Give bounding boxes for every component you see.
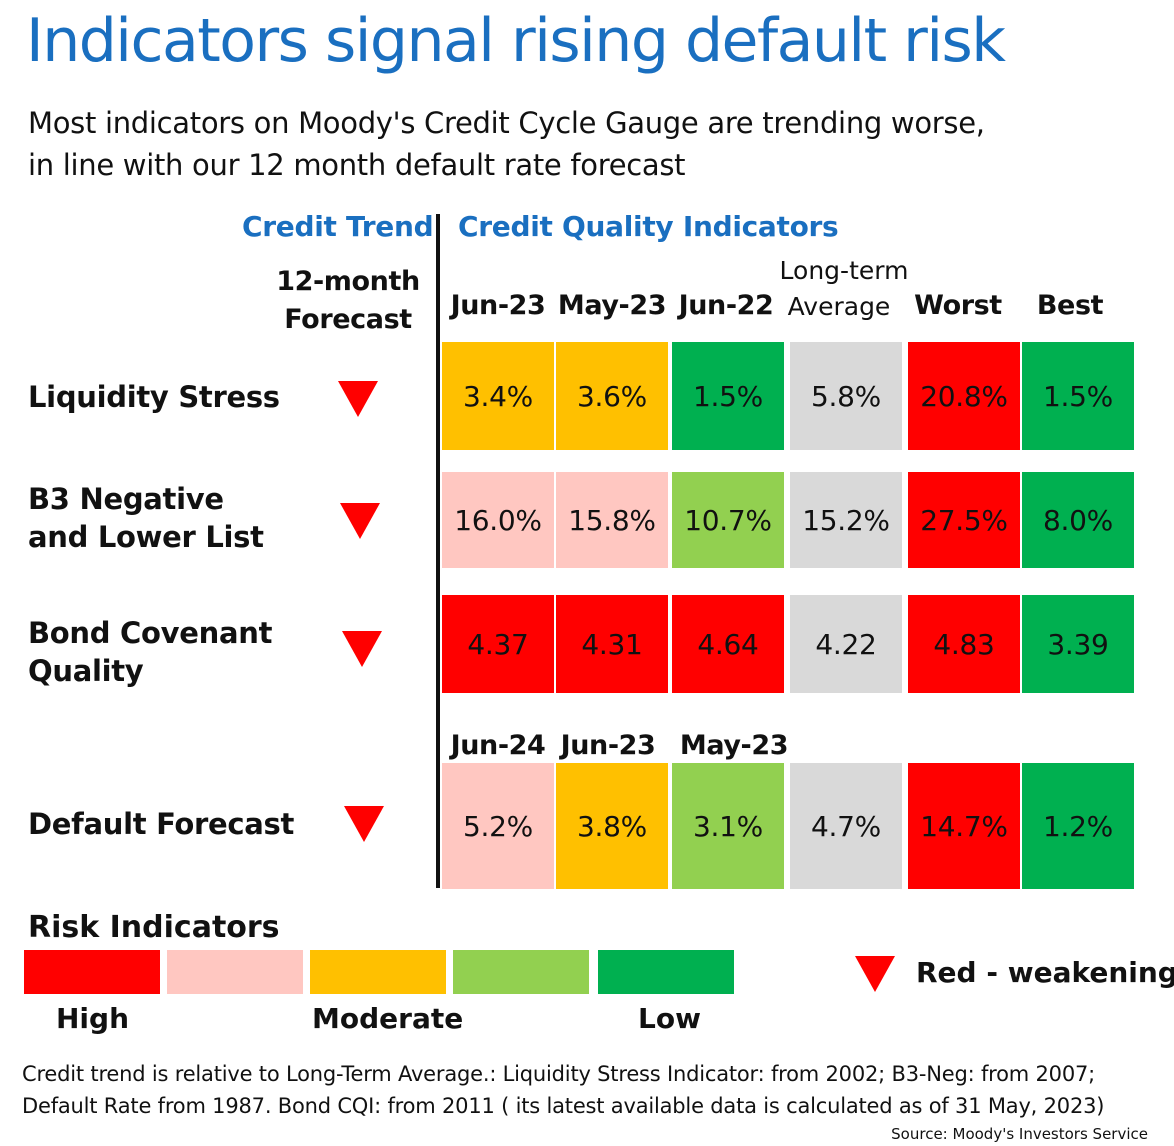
chart-title: Indicators signal rising default risk — [26, 6, 1006, 76]
col-header-1: Jun-23 — [450, 290, 546, 321]
trend-down-triangle-icon — [342, 631, 382, 667]
cell-row-3-long-term-average: 4.22 — [790, 595, 902, 693]
cell-row-2-may-23: 15.8% — [556, 472, 668, 568]
divider-line — [436, 214, 440, 888]
col-header-2: May-23 — [557, 290, 667, 321]
default-col-header-2: Jun-23 — [560, 730, 656, 761]
cell-value: 15.8% — [568, 503, 656, 537]
cell-row-4-jun-23: 5.2% — [442, 763, 554, 889]
legend-swatch-low-moderate — [453, 950, 589, 994]
cell-row-2-best: 8.0% — [1022, 472, 1134, 568]
cell-row-1-long-term-average: 5.8% — [790, 342, 902, 450]
trend-down-triangle-icon — [338, 381, 378, 417]
cell-row-2-worst: 27.5% — [908, 472, 1020, 568]
cell-row-4-jun-22: 3.1% — [672, 763, 784, 889]
cell-row-2-jun-22: 10.7% — [672, 472, 784, 568]
row-label-line: Liquidity Stress — [28, 380, 280, 414]
cell-value: 15.2% — [802, 503, 890, 537]
cell-row-4-long-term-average: 4.7% — [790, 763, 902, 889]
trend-down-triangle-icon — [344, 806, 384, 842]
row-label-bond-covenant: Bond Covenant Quality — [28, 614, 272, 690]
cell-row-2-jun-23: 16.0% — [442, 472, 554, 568]
cell-value: 1.5% — [693, 379, 763, 413]
cell-value: 4.7% — [811, 809, 881, 843]
row-label-line: Default Forecast — [28, 807, 295, 841]
cell-value: 4.22 — [815, 627, 877, 661]
forecast-heading-line-2: Forecast — [284, 304, 412, 335]
cell-row-3-jun-22: 4.64 — [672, 595, 784, 693]
subtitle-line-2: in line with our 12 month default rate f… — [28, 148, 686, 182]
credit-trend-heading: Credit Trend — [242, 210, 434, 243]
row-label-line: Bond Covenant — [28, 616, 273, 650]
legend-label-high: High — [56, 1002, 130, 1035]
footnote-line-1: Credit trend is relative to Long-Term Av… — [22, 1062, 1096, 1086]
cell-value: 4.83 — [933, 627, 995, 661]
cell-row-3-jun-23: 4.37 — [442, 595, 554, 693]
row-label-b3-negative: B3 Negative and Lower List — [28, 480, 264, 556]
cell-row-3-worst: 4.83 — [908, 595, 1020, 693]
default-col-header-1: Jun-24 — [450, 730, 546, 761]
legend-swatch-high — [24, 950, 160, 994]
cell-value: 20.8% — [920, 379, 1008, 413]
cell-row-4-best: 1.2% — [1022, 763, 1134, 889]
col-header-6: Best — [1036, 290, 1104, 321]
default-col-header-3: May-23 — [679, 730, 789, 761]
cell-value: 3.39 — [1047, 627, 1109, 661]
cell-row-3-may-23: 4.31 — [556, 595, 668, 693]
cell-value: 3.6% — [577, 379, 647, 413]
col-header-4: Average — [787, 292, 891, 321]
row-label-line: B3 Negative — [28, 482, 224, 516]
cell-row-4-may-23: 3.8% — [556, 763, 668, 889]
cell-value: 4.31 — [581, 627, 643, 661]
row-label-liquidity-stress: Liquidity Stress — [28, 378, 280, 416]
row-label-line: Quality — [28, 654, 144, 688]
cell-value: 3.1% — [693, 809, 763, 843]
footnote-line-2: Default Rate from 1987. Bond CQI: from 2… — [22, 1094, 1105, 1118]
legend-label-low: Low — [638, 1002, 701, 1035]
cell-value: 5.8% — [811, 379, 881, 413]
forecast-heading-line-1: 12-month — [276, 266, 420, 297]
row-label-line: and Lower List — [28, 520, 264, 554]
cell-value: 5.2% — [463, 809, 533, 843]
cell-row-4-worst: 14.7% — [908, 763, 1020, 889]
legend-swatch-high-moderate — [167, 950, 303, 994]
legend-swatch-moderate — [310, 950, 446, 994]
source-note: Source: Moody's Investors Service — [891, 1125, 1148, 1143]
cell-row-1-may-23: 3.6% — [556, 342, 668, 450]
col-header-5: Worst — [914, 290, 1002, 321]
col-header-long-term: Long-term — [779, 256, 909, 285]
cell-value: 14.7% — [920, 809, 1008, 843]
cell-value: 1.5% — [1043, 379, 1113, 413]
cell-value: 16.0% — [454, 503, 542, 537]
subtitle-line-1: Most indicators on Moody's Credit Cycle … — [28, 106, 985, 140]
legend-trend-label: Red - weakening — [916, 956, 1174, 989]
cell-value: 10.7% — [684, 503, 772, 537]
cell-row-1-jun-22: 1.5% — [672, 342, 784, 450]
cqi-heading: Credit Quality Indicators — [458, 210, 839, 243]
cell-value: 27.5% — [920, 503, 1008, 537]
cell-row-1-worst: 20.8% — [908, 342, 1020, 450]
row-label-default-forecast: Default Forecast — [28, 805, 294, 843]
legend-triangle-icon — [855, 956, 895, 992]
legend-swatch-low — [598, 950, 734, 994]
legend-label-moderate: Moderate — [312, 1002, 464, 1035]
cell-value: 1.2% — [1043, 809, 1113, 843]
cell-value: 8.0% — [1043, 503, 1113, 537]
trend-down-triangle-icon — [340, 503, 380, 539]
cell-value: 4.37 — [467, 627, 529, 661]
cell-value: 3.4% — [463, 379, 533, 413]
cell-row-2-long-term-average: 15.2% — [790, 472, 902, 568]
cell-row-1-best: 1.5% — [1022, 342, 1134, 450]
cell-row-1-jun-23: 3.4% — [442, 342, 554, 450]
legend-title: Risk Indicators — [28, 910, 280, 945]
cell-value: 3.8% — [577, 809, 647, 843]
col-header-3: Jun-22 — [678, 290, 774, 321]
cell-value: 4.64 — [697, 627, 759, 661]
cell-row-3-best: 3.39 — [1022, 595, 1134, 693]
